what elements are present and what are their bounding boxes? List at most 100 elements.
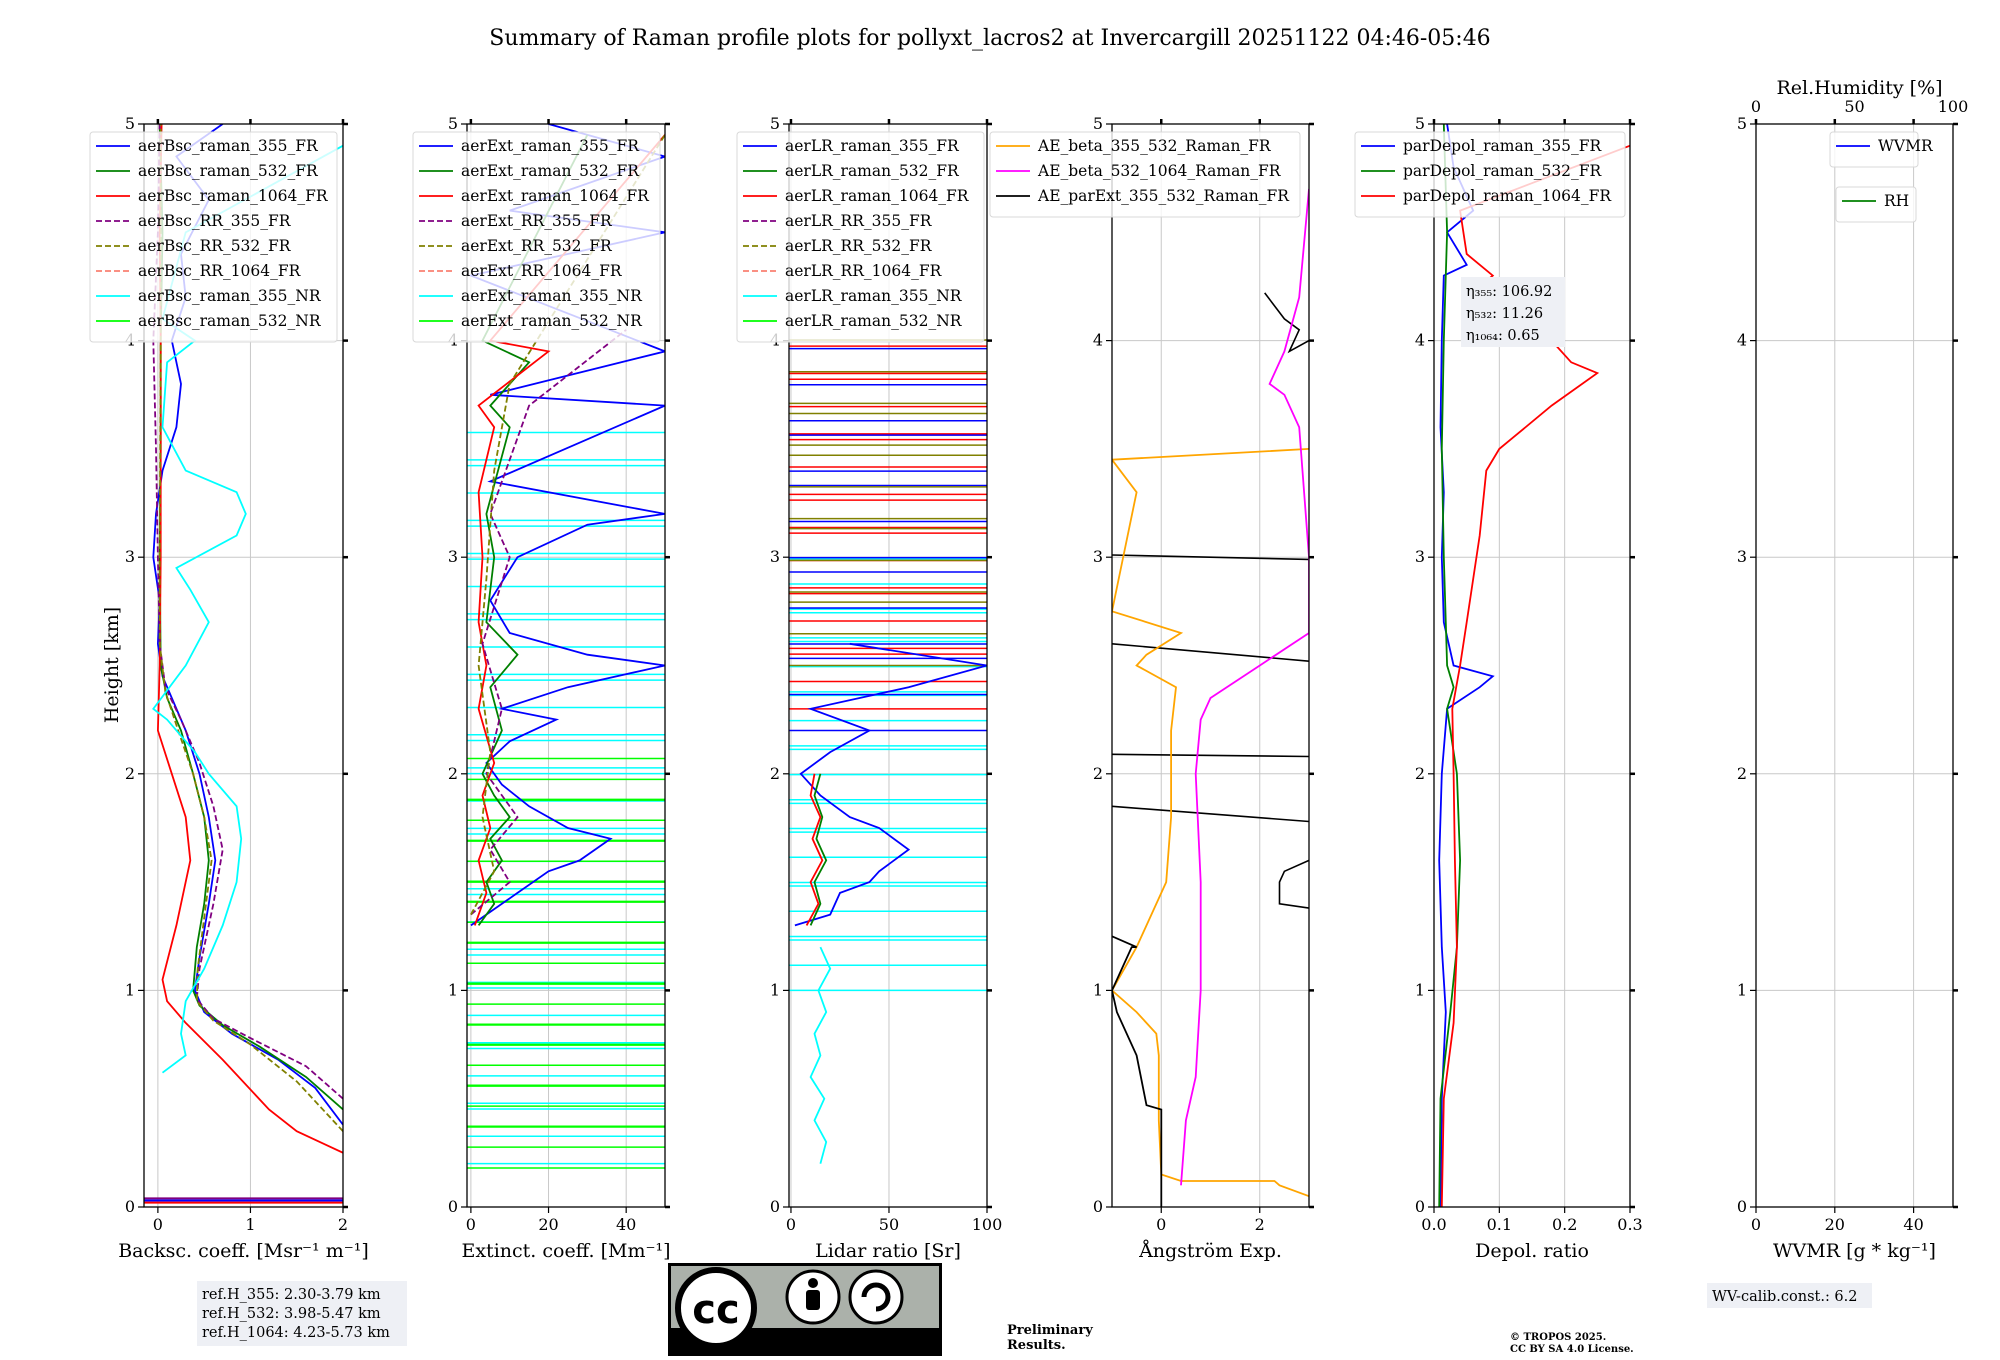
xtick-label-ext-0: 0	[466, 1215, 476, 1234]
legend-label-aerBsc_RR_1064_FR: aerBsc_RR_1064_FR	[138, 262, 302, 280]
xtick-label-ae-1: 2	[1255, 1215, 1265, 1234]
ytick-label-ext-2: 2	[448, 764, 458, 783]
ytick-label-ext-3: 3	[448, 547, 458, 566]
legend-label-aerBsc_raman_355_NR: aerBsc_raman_355_NR	[138, 287, 322, 305]
legend-box-lr	[736, 131, 985, 343]
legend-depol: parDepol_raman_355_FR parDepol_raman_532_…	[1354, 131, 1626, 218]
refh-532: ref.H_532: 3.98-5.47 km	[202, 1306, 381, 1322]
legend-box-depol	[1354, 131, 1626, 218]
xtick-label-depol-3: 0.3	[1617, 1215, 1642, 1234]
ytick-label-bsc-2: 2	[125, 764, 135, 783]
axes-frame-bsc	[143, 123, 344, 1208]
ytick-label-depol-2: 2	[1415, 764, 1425, 783]
axes-frame-wv	[1755, 123, 1954, 1208]
ytick-label-depol-4: 4	[1415, 331, 1425, 350]
y-axis-label: Height [km]	[101, 607, 123, 723]
xtick-label-ae-0: 0	[1156, 1215, 1166, 1234]
axes-frame-ae	[1111, 123, 1310, 1208]
legend-label-aerExt_raman_355_NR: aerExt_raman_355_NR	[461, 287, 643, 305]
ytick-label-wv-5: 5	[1737, 114, 1747, 133]
panels: 012345012Backsc. coeff. [Msr⁻¹ m⁻¹]aerBs…	[89, 77, 1968, 1262]
legend-label-aerExt_raman_355_FR: aerExt_raman_355_FR	[461, 137, 640, 155]
ytick-label-bsc-0: 0	[125, 1197, 135, 1216]
toptick-label-1: 50	[1844, 97, 1864, 116]
ytick-label-lr-3: 3	[770, 547, 780, 566]
series-aerLR_raman_1064_FR	[805, 773, 824, 926]
refh-1064: ref.H_1064: 4.23-5.73 km	[202, 1325, 390, 1341]
by-label: BY	[799, 1332, 826, 1354]
ytick-label-wv-1: 1	[1737, 980, 1747, 999]
ytick-label-bsc-5: 5	[125, 114, 135, 133]
legend-label-aerLR_raman_532_NR: aerLR_raman_532_NR	[785, 312, 963, 330]
plot-area-ae	[1112, 188, 1309, 1207]
legend-label-aerExt_raman_532_FR: aerExt_raman_532_FR	[461, 162, 640, 180]
ae-black-seg-1	[1112, 753, 1309, 758]
legend-box-wv-2	[1835, 186, 1917, 223]
ytick-label-depol-1: 1	[1415, 980, 1425, 999]
xtick-label-lr-1: 50	[879, 1215, 899, 1234]
legend-label-parDepol_raman_355_FR: parDepol_raman_355_FR	[1403, 137, 1603, 155]
series-AE_beta_355_532_Raman_FR	[1112, 448, 1309, 1198]
legend-wv: WVMR	[1829, 131, 1934, 168]
legend-label-aerLR_raman_1064_FR: aerLR_raman_1064_FR	[785, 187, 970, 205]
refh-355: ref.H_355: 2.30-3.79 km	[202, 1287, 381, 1303]
sa-arrow-arc	[861, 1282, 891, 1312]
xtick-label-ext-2: 40	[616, 1215, 636, 1234]
legend-label-RH: RH	[1884, 192, 1909, 210]
legend-box-ext	[412, 131, 661, 343]
xtick-label-lr-0: 0	[786, 1215, 796, 1234]
legend-label-aerLR_raman_532_FR: aerLR_raman_532_FR	[785, 162, 960, 180]
ae-black-seg-3	[1112, 554, 1309, 561]
ytick-label-ae-1: 1	[1093, 980, 1103, 999]
ae-black-seg-0	[1112, 805, 1309, 823]
ytick-label-ae-3: 3	[1093, 547, 1103, 566]
axes-frame-ext	[466, 123, 666, 1208]
xtick-label-depol-1: 0.1	[1487, 1215, 1512, 1234]
series-aerLR_raman_355_FR	[794, 642, 987, 927]
xtick-label-wv-0: 0	[1751, 1215, 1761, 1234]
series-aerExt_RR_355_FR	[470, 329, 627, 916]
panel-depol: 0 1 2 3 4 5 0.0 0.1 0.2 0.3 Depol. ratio parDepol_r…	[1354, 114, 1643, 1262]
sa-label: SA	[862, 1332, 891, 1354]
ytick-label-ae-5: 5	[1093, 114, 1103, 133]
refh-box-bg	[197, 1281, 407, 1346]
depol-annotation-line-2: η₁₀₆₄: 0.65	[1466, 328, 1540, 344]
xtick-label-ext-1: 20	[538, 1215, 558, 1234]
legend-lr: aerLR_raman_355_FR aerLR_raman_532_FR aerL…	[736, 131, 985, 343]
legend-box-ae	[989, 131, 1301, 218]
legend-label-parDepol_raman_1064_FR: parDepol_raman_1064_FR	[1403, 187, 1612, 205]
ytick-label-ae-4: 4	[1093, 331, 1103, 350]
xtick-label-lr-2: 100	[972, 1215, 1003, 1234]
panel-ae: 0 1 2 3 4 5 0 2 Ångström Exp. AE_beta_355_532_Ram…	[989, 114, 1314, 1262]
legend-label-AE_parExt_355_532_Raman_FR: AE_parExt_355_532_Raman_FR	[1037, 187, 1290, 205]
ytick-label-depol-0: 0	[1415, 1197, 1425, 1216]
legend-label-aerExt_RR_532_FR: aerExt_RR_532_FR	[461, 237, 613, 255]
copyright-line1: © TROPOS 2025.	[1510, 1332, 1606, 1343]
depol-annotation-bg	[1461, 277, 1565, 347]
ytick-label-bsc-1: 1	[125, 980, 135, 999]
xlabel-ae: Ångström Exp.	[1138, 1240, 1282, 1262]
xtick-label-wv-2: 40	[1903, 1215, 1923, 1234]
series-aerBsc_RR_532_FR	[158, 124, 343, 1132]
legend-box-wv	[1829, 131, 1919, 168]
xtick-label-bsc-0: 0	[153, 1215, 163, 1234]
refh-box: ref.H_355: 2.30-3.79 km ref.H_532: 3.98-…	[197, 1281, 407, 1346]
legend-label-aerBsc_raman_355_FR: aerBsc_raman_355_FR	[138, 137, 319, 155]
xlabel-wv: WVMR [g * kg⁻¹]	[1773, 1240, 1936, 1262]
legend-label-aerExt_raman_1064_FR: aerExt_raman_1064_FR	[461, 187, 650, 205]
xtick-label-wv-1: 20	[1825, 1215, 1845, 1234]
wv-calib-box: WV-calib.const.: 6.2	[1707, 1283, 1872, 1308]
xlabel-ext: Extinct. coeff. [Mm⁻¹]	[461, 1240, 670, 1262]
xtick-label-depol-0: 0.0	[1421, 1215, 1446, 1234]
panel-bsc: 012345012Backsc. coeff. [Msr⁻¹ m⁻¹]aerBs…	[89, 114, 369, 1262]
toptick-label-2: 100	[1938, 97, 1969, 116]
legend-label-parDepol_raman_532_FR: parDepol_raman_532_FR	[1403, 162, 1603, 180]
ytick-label-lr-2: 2	[770, 764, 780, 783]
ytick-label-lr-0: 0	[770, 1197, 780, 1216]
series-aerBsc_raman_355_NR	[152, 144, 343, 1074]
legend-label-aerLR_RR_532_FR: aerLR_RR_532_FR	[785, 237, 933, 255]
cc-license-badge: cc BY SA	[668, 1263, 942, 1356]
legend-label-WVMR: WVMR	[1878, 137, 1934, 155]
